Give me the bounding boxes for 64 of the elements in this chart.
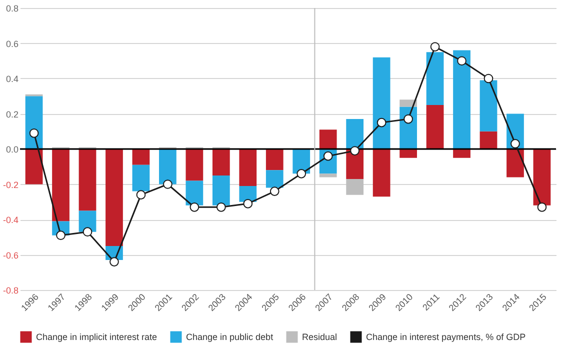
bar bbox=[372, 57, 390, 149]
bar bbox=[25, 149, 43, 184]
point bbox=[190, 202, 200, 212]
y-tick-label: 0.2 bbox=[6, 109, 18, 120]
point bbox=[82, 227, 92, 237]
point bbox=[430, 42, 440, 52]
point bbox=[404, 114, 413, 124]
y-tick-label: -0.8 bbox=[2, 286, 18, 296]
bar bbox=[239, 186, 257, 202]
bar bbox=[186, 180, 204, 206]
bar bbox=[78, 149, 96, 211]
bar bbox=[266, 149, 284, 170]
bar bbox=[212, 149, 230, 176]
y-tick-label: -0.4 bbox=[2, 215, 18, 225]
y-tick-label: 0.0 bbox=[6, 144, 18, 154]
bar bbox=[159, 149, 176, 184]
bar bbox=[239, 149, 257, 186]
bar bbox=[426, 104, 444, 149]
bar bbox=[52, 149, 70, 222]
y-tick-label: 0.4 bbox=[6, 74, 18, 84]
bar bbox=[25, 96, 43, 149]
legend-label: Change in interest payments, % of GDP bbox=[366, 332, 526, 342]
point bbox=[510, 139, 520, 148]
point bbox=[110, 257, 119, 266]
legend-label: Change in implicit interest rate bbox=[36, 332, 158, 342]
bar bbox=[480, 80, 498, 132]
point bbox=[376, 118, 386, 128]
bar bbox=[186, 149, 204, 181]
point bbox=[136, 190, 146, 200]
bar bbox=[400, 100, 417, 107]
bar bbox=[453, 50, 470, 149]
point bbox=[457, 56, 466, 66]
y-tick-label: 0.8 bbox=[6, 4, 18, 14]
bar bbox=[533, 149, 551, 206]
bar bbox=[132, 164, 150, 192]
y-tick-label: 0.6 bbox=[6, 38, 18, 49]
point bbox=[163, 180, 172, 189]
point bbox=[270, 186, 280, 196]
point bbox=[537, 202, 547, 212]
bar bbox=[266, 170, 284, 188]
bar bbox=[346, 119, 364, 149]
point bbox=[323, 151, 333, 161]
bar bbox=[319, 130, 337, 149]
bar bbox=[106, 149, 123, 246]
bar bbox=[480, 131, 498, 149]
y-tick-label: -0.2 bbox=[2, 180, 18, 190]
point bbox=[216, 202, 226, 212]
bar bbox=[426, 52, 444, 105]
bar bbox=[212, 175, 230, 206]
point bbox=[484, 74, 494, 84]
bar bbox=[319, 174, 337, 178]
y-tick-label: -0.6 bbox=[2, 250, 18, 260]
bar bbox=[372, 149, 390, 197]
point bbox=[243, 198, 253, 208]
point bbox=[29, 128, 39, 138]
bar bbox=[506, 149, 524, 178]
legend-label: Change in public debt bbox=[186, 332, 274, 342]
point bbox=[296, 169, 306, 178]
point bbox=[350, 146, 360, 156]
legend-label: Residual bbox=[302, 332, 338, 342]
bar bbox=[132, 149, 150, 165]
bar bbox=[78, 210, 96, 232]
bar bbox=[346, 178, 364, 195]
point bbox=[56, 230, 66, 240]
